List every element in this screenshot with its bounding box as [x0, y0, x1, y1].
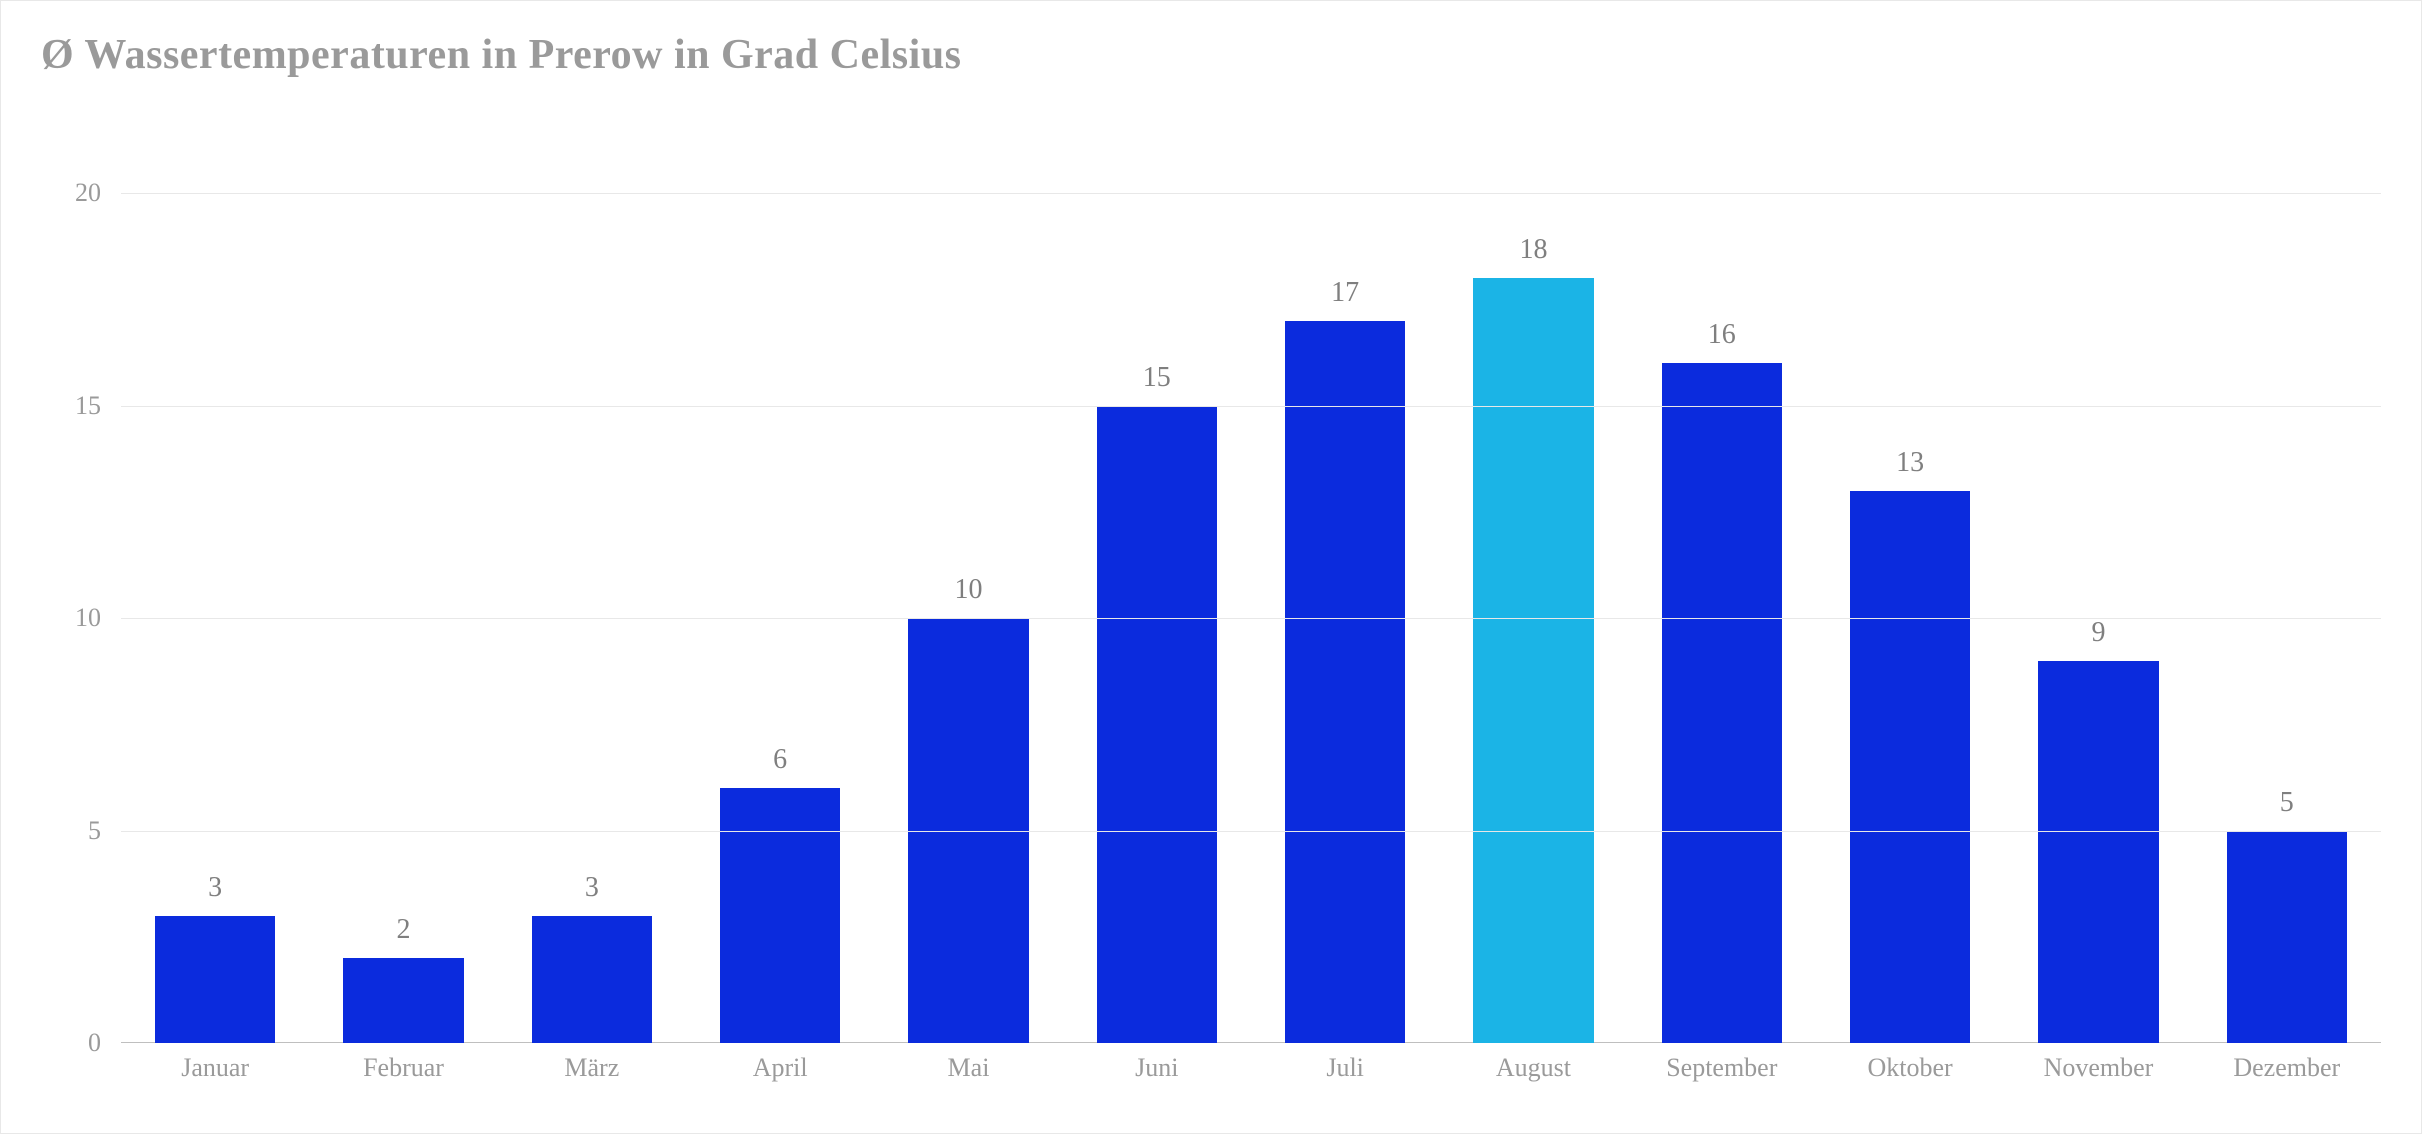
y-tick-label: 15 [75, 391, 121, 421]
x-tick-label: Mai [874, 1053, 1062, 1093]
gridline [121, 831, 2381, 832]
gridline [121, 406, 2381, 407]
bars-row: 3 2 3 6 10 15 17 18 16 13 9 5 [121, 151, 2381, 1043]
bar-slot: 9 [2004, 151, 2192, 1043]
bar-slot: 13 [1816, 151, 2004, 1043]
bar-rect [532, 916, 653, 1043]
bar-rect [1850, 491, 1971, 1043]
chart-title: Ø Wassertemperaturen in Prerow in Grad C… [41, 31, 2381, 79]
y-tick-label: 0 [88, 1028, 121, 1058]
water-temp-chart: Ø Wassertemperaturen in Prerow in Grad C… [0, 0, 2422, 1134]
x-tick-label: Januar [121, 1053, 309, 1093]
x-tick-label: Oktober [1816, 1053, 2004, 1093]
bar-slot: 2 [309, 151, 497, 1043]
gridline [121, 193, 2381, 194]
bar-slot: 6 [686, 151, 874, 1043]
x-tick-label: November [2004, 1053, 2192, 1093]
bar-rect [155, 916, 276, 1043]
y-tick-label: 5 [88, 816, 121, 846]
bar-value-label: 16 [1708, 319, 1736, 351]
y-tick-label: 20 [75, 178, 121, 208]
bar-value-label: 18 [1519, 234, 1547, 266]
y-tick-label: 10 [75, 603, 121, 633]
bar-value-label: 13 [1896, 447, 1924, 479]
gridline [121, 618, 2381, 619]
bar-rect [1662, 363, 1783, 1043]
bar-rect [1473, 278, 1594, 1043]
x-tick-label: Juni [1063, 1053, 1251, 1093]
x-tick-label: August [1439, 1053, 1627, 1093]
bar-slot: 10 [874, 151, 1062, 1043]
bar-slot: 3 [121, 151, 309, 1043]
x-tick-label: März [498, 1053, 686, 1093]
bar-value-label: 6 [773, 744, 787, 776]
bar-value-label: 3 [208, 872, 222, 904]
bar-slot: 18 [1439, 151, 1627, 1043]
x-tick-label: September [1628, 1053, 1816, 1093]
bar-slot: 16 [1628, 151, 1816, 1043]
bar-value-label: 10 [954, 574, 982, 606]
bar-rect [1285, 321, 1406, 1043]
x-tick-label: Dezember [2193, 1053, 2381, 1093]
bar-slot: 17 [1251, 151, 1439, 1043]
bar-rect [720, 788, 841, 1043]
bar-slot: 15 [1063, 151, 1251, 1043]
x-tick-label: Februar [309, 1053, 497, 1093]
bar-rect [2227, 831, 2348, 1043]
plot-area: 323610151718161395 05101520 [121, 151, 2381, 1043]
x-axis-labels: JanuarFebruarMärzAprilMaiJuniJuliAugustS… [121, 1053, 2381, 1093]
bar-value-label: 5 [2280, 787, 2294, 819]
bar-rect [343, 958, 464, 1043]
bar-rect [1097, 406, 1218, 1043]
bar-slot: 3 [498, 151, 686, 1043]
bar-value-label: 3 [585, 872, 599, 904]
bar-rect [2038, 661, 2159, 1043]
bar-value-label: 15 [1143, 362, 1171, 394]
x-tick-label: Juli [1251, 1053, 1439, 1093]
bar-slot: 5 [2193, 151, 2381, 1043]
bar-value-label: 17 [1331, 277, 1359, 309]
x-tick-label: April [686, 1053, 874, 1093]
bar-value-label: 2 [396, 914, 410, 946]
bar-value-label: 9 [2091, 617, 2105, 649]
